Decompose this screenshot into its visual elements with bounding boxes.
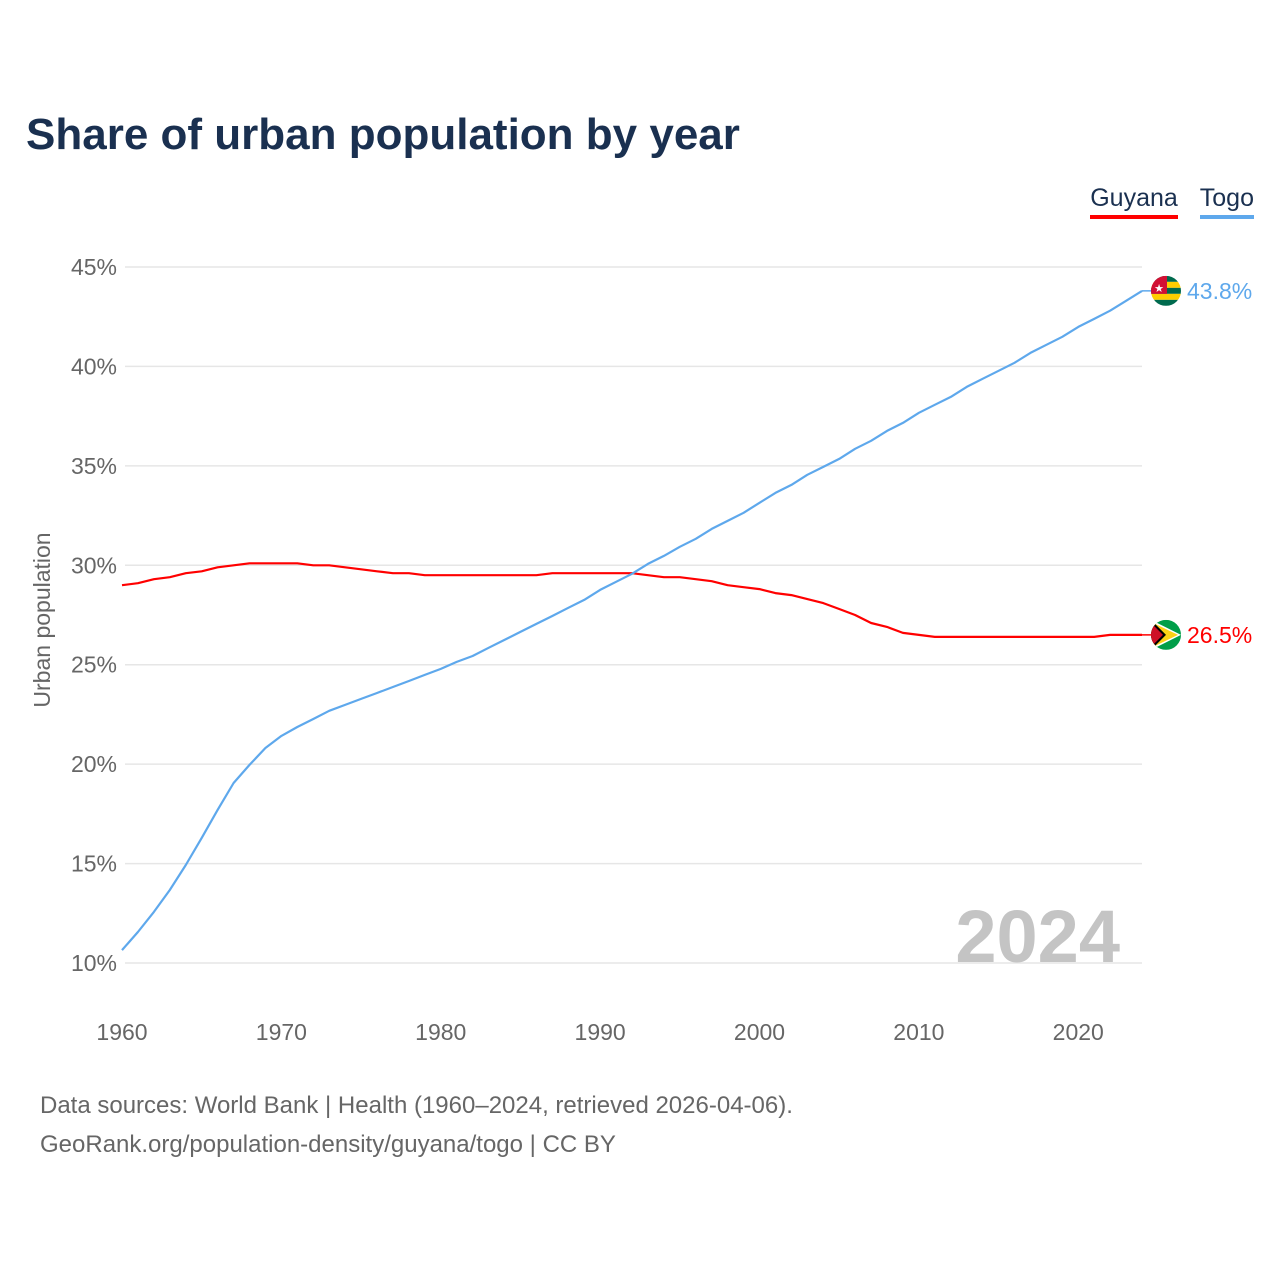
source-line-1: Data sources: World Bank | Health (1960–… xyxy=(40,1092,793,1119)
year-watermark: 2024 xyxy=(955,895,1120,978)
legend-item-guyana[interactable]: Guyana xyxy=(1090,184,1178,219)
y-tick-label: 10% xyxy=(71,950,117,976)
x-tick-label: 1960 xyxy=(96,1019,147,1045)
togo-flag-icon: ★ xyxy=(1151,275,1181,306)
x-tick-label: 2000 xyxy=(734,1019,785,1045)
y-tick-label: 15% xyxy=(71,851,117,877)
source-line-2[interactable]: GeoRank.org/population-density/guyana/to… xyxy=(40,1131,616,1158)
x-tick-label: 2020 xyxy=(1053,1019,1104,1045)
series-line-togo xyxy=(121,289,1143,951)
y-tick-label: 45% xyxy=(71,254,117,280)
y-tick-label: 25% xyxy=(71,652,117,678)
x-tick-label: 1970 xyxy=(256,1019,307,1045)
end-value-label-togo: 43.8% xyxy=(1187,278,1252,304)
y-tick-label: 30% xyxy=(71,552,117,578)
y-axis-label: Urban population xyxy=(29,532,55,707)
y-tick-label: 35% xyxy=(71,453,117,479)
chart-title: Share of urban population by year xyxy=(26,110,740,159)
source-note: Data sources: World Bank | Health (1960–… xyxy=(40,1086,793,1164)
guyana-flag-icon xyxy=(1151,619,1181,650)
x-tick-label: 1990 xyxy=(575,1019,626,1045)
legend-item-togo[interactable]: Togo xyxy=(1199,184,1254,219)
legend: Guyana Togo xyxy=(1090,184,1254,219)
svg-text:★: ★ xyxy=(1154,283,1164,295)
y-tick-label: 40% xyxy=(71,353,117,379)
x-tick-label: 2010 xyxy=(893,1019,944,1045)
x-tick-label: 1980 xyxy=(415,1019,466,1045)
end-value-label-guyana: 26.5% xyxy=(1187,622,1252,648)
y-tick-label: 20% xyxy=(71,751,117,777)
